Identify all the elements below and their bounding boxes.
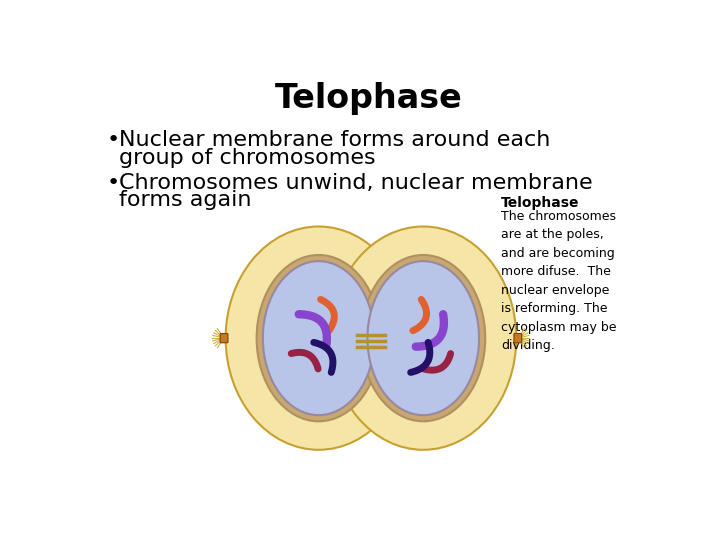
Ellipse shape xyxy=(263,261,374,415)
Text: Telophase: Telophase xyxy=(275,82,463,114)
FancyBboxPatch shape xyxy=(514,334,522,343)
Text: The chromosomes
are at the poles,
and are becoming
more difuse.  The
nuclear env: The chromosomes are at the poles, and ar… xyxy=(500,210,616,352)
Ellipse shape xyxy=(361,255,485,421)
Ellipse shape xyxy=(367,261,479,415)
Ellipse shape xyxy=(330,226,516,450)
Ellipse shape xyxy=(256,255,381,421)
Ellipse shape xyxy=(225,226,412,450)
Text: •: • xyxy=(107,130,120,150)
Text: •: • xyxy=(107,173,120,193)
Text: forms again: forms again xyxy=(120,190,252,210)
Text: Chromosomes unwind, nuclear membrane: Chromosomes unwind, nuclear membrane xyxy=(120,173,593,193)
Text: Nuclear membrane forms around each: Nuclear membrane forms around each xyxy=(120,130,551,150)
Text: Telophase: Telophase xyxy=(500,195,580,210)
Text: group of chromosomes: group of chromosomes xyxy=(120,148,376,168)
FancyBboxPatch shape xyxy=(220,334,228,343)
